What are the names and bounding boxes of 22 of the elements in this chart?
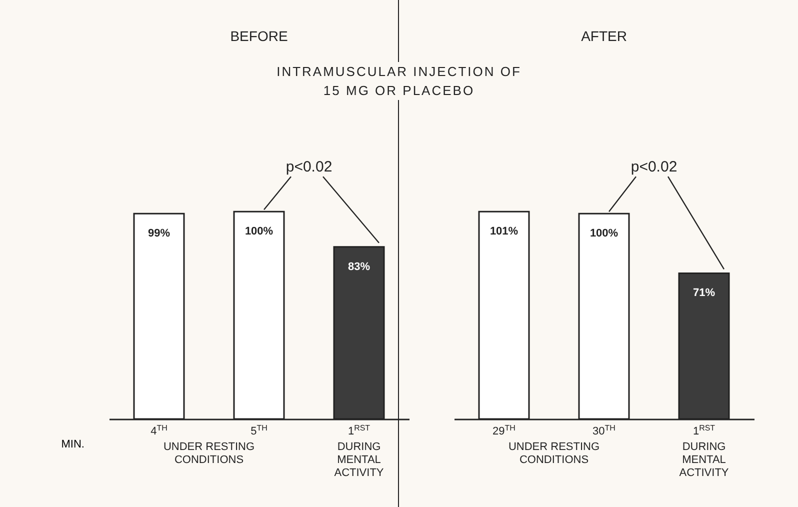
- chart-title: AFTER: [581, 28, 627, 44]
- x-tick-label: 1$^{RST}$: [692, 423, 716, 438]
- text: UNDER RESTING CONDITIONS: [163, 441, 255, 466]
- text: p<0.02: [630, 158, 678, 176]
- data-label: 83%: [348, 260, 370, 273]
- data-label: 100%: [590, 228, 618, 240]
- text: DURING MENTAL ACTIVITY: [679, 441, 730, 479]
- text: p<0.02: [286, 158, 332, 176]
- data-label: 101%: [490, 226, 518, 238]
- x-tick-label: 4$^{TH}$: [150, 423, 168, 438]
- x-tick-label: 1$^{RST}$: [348, 423, 370, 438]
- data-label: 99%: [148, 228, 170, 240]
- data-label: 100%: [244, 226, 274, 238]
- x-tick-label: 30$^{TH}$: [592, 423, 616, 438]
- x-tick-label: 29$^{TH}$: [492, 423, 516, 438]
- data-label: 71%: [692, 287, 716, 300]
- text: DURING MENTAL ACTIVITY: [334, 441, 384, 479]
- chart-title: BEFORE: [230, 28, 288, 44]
- x-tick-label: 5$^{TH}$: [250, 423, 268, 438]
- text: UNDER RESTING CONDITIONS: [508, 441, 600, 466]
- chart-subtitle: INTRAMUSCULAR INJECTION OF 15 MG OR PLACEBO: [274, 62, 524, 100]
- x-axis-title: MIN.: [61, 438, 84, 450]
